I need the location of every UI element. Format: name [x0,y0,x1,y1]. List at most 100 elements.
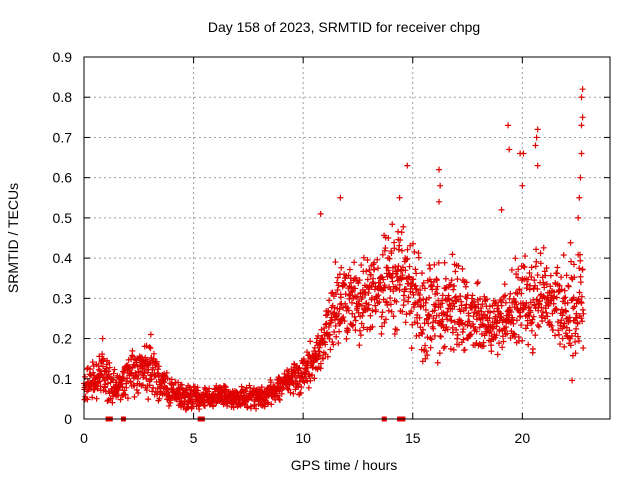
data-point [357,290,364,297]
data-point [514,274,521,281]
data-point [508,266,515,273]
data-point [352,274,359,281]
data-point [427,335,434,342]
data-point [117,396,124,403]
data-point [280,384,287,391]
data-point [459,265,466,272]
data-point [327,319,334,326]
data-point [528,274,535,281]
data-point [543,280,550,287]
data-point [506,312,513,319]
data-point [515,266,522,273]
data-point [568,258,575,265]
data-point [351,313,358,320]
data-point [537,250,544,257]
data-point [164,375,171,382]
data-point [573,325,580,332]
data-point [385,235,392,242]
data-point [287,389,294,396]
data-point [441,343,448,350]
data-point [426,294,433,301]
data-point [382,316,389,323]
data-point [567,342,574,349]
data-point [99,335,106,342]
data-point [461,346,468,353]
data-point [502,292,509,299]
data-point [393,326,400,333]
data-point [345,326,352,333]
data-point [110,370,117,377]
data-point [444,308,451,315]
data-point [577,257,584,264]
data-point [421,285,428,292]
data-point [364,276,371,283]
data-point [102,381,109,388]
data-point [498,302,505,309]
data-point [547,283,554,290]
chart-title: Day 158 of 2023, SRMTID for receiver chp… [208,19,480,35]
data-point [384,264,391,271]
data-point [364,256,371,263]
data-point [539,309,546,316]
data-point [441,259,448,266]
data-point [161,370,168,377]
data-point [506,146,513,153]
data-point [341,281,348,288]
data-point [578,299,585,306]
data-point [391,245,398,252]
data-point [389,221,396,228]
data-point [571,303,578,310]
data-point [551,293,558,300]
data-point [320,355,327,362]
data-point [328,290,335,297]
data-point [168,376,175,383]
data-point [431,307,438,314]
data-point [436,350,443,357]
data-point [416,314,423,321]
data-point [479,301,486,308]
data-point [568,332,575,339]
data-point [105,368,112,375]
data-point [335,282,342,289]
data-point [326,297,333,304]
data-point [578,293,585,300]
data-point [352,285,359,292]
data-point [571,274,578,281]
data-point [290,390,297,397]
data-point [305,384,312,391]
data-point [554,318,561,325]
data-point [486,303,493,310]
data-point [315,353,322,360]
data-point [404,255,411,262]
data-point [403,256,410,263]
data-point [352,317,359,324]
data-point [111,366,118,373]
data-point [462,283,469,290]
data-point [405,280,412,287]
data-point [513,317,520,324]
data-point [221,383,228,390]
data-point [534,285,541,292]
data-point [376,299,383,306]
data-point [359,312,366,319]
data-point [143,342,150,349]
data-point [451,283,458,290]
data-point [160,379,167,386]
data-point [206,385,213,392]
data-point [540,244,547,251]
data-point [449,329,456,336]
data-point [578,150,585,157]
data-point [434,359,441,366]
data-point [424,334,431,341]
data-point [391,239,398,246]
y-tick-label: 0.7 [53,129,73,145]
data-point [440,344,447,351]
data-point [87,366,94,373]
data-point [473,328,480,335]
data-point [379,309,386,316]
data-point [502,299,509,306]
data-point [356,277,363,284]
data-point [349,289,356,296]
data-point [577,174,584,181]
data-point [411,319,418,326]
